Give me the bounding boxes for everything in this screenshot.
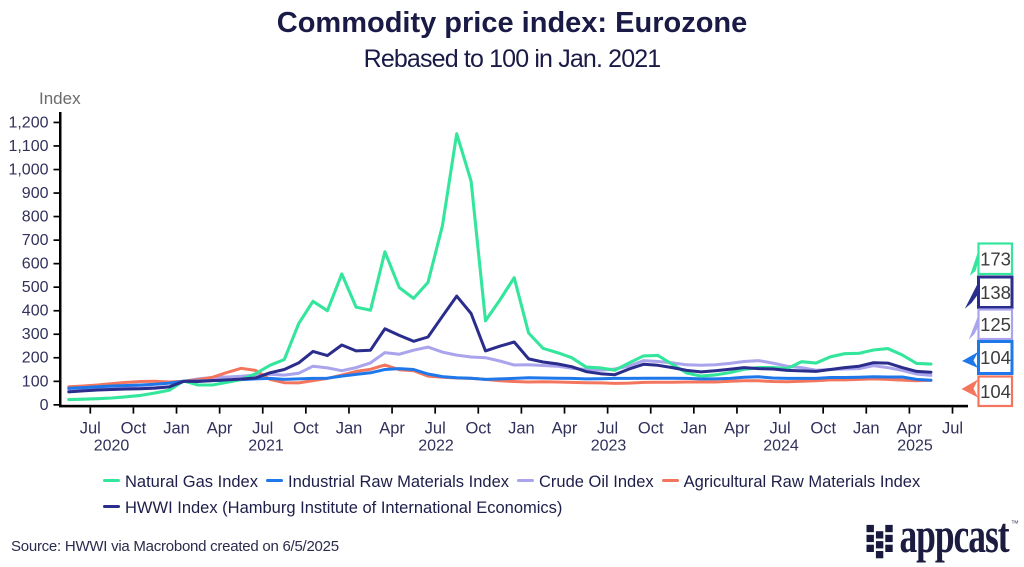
svg-text:138: 138 [980, 282, 1011, 303]
svg-text:Jul: Jul [597, 420, 618, 438]
svg-text:Oct: Oct [638, 420, 664, 438]
svg-text:Apr: Apr [897, 420, 923, 438]
svg-text:Jul: Jul [252, 420, 273, 438]
svg-text:2021: 2021 [248, 438, 284, 455]
svg-text:Index: Index [39, 89, 81, 108]
svg-text:2024: 2024 [763, 438, 799, 455]
svg-text:Jan: Jan [508, 420, 535, 438]
svg-text:Apr: Apr [552, 420, 578, 438]
svg-text:Jan: Jan [163, 420, 190, 438]
svg-text:2025: 2025 [897, 438, 933, 455]
svg-text:Jul: Jul [942, 420, 963, 438]
svg-text:1,200: 1,200 [8, 114, 48, 131]
svg-text:1,000: 1,000 [8, 162, 48, 179]
svg-text:2020: 2020 [94, 438, 130, 455]
svg-text:Oct: Oct [465, 420, 491, 438]
svg-text:Apr: Apr [207, 420, 233, 438]
svg-text:600: 600 [22, 256, 49, 273]
svg-text:100: 100 [22, 373, 49, 390]
svg-text:Jul: Jul [80, 420, 101, 438]
svg-text:Jan: Jan [680, 420, 707, 438]
svg-text:Jul: Jul [770, 420, 791, 438]
svg-text:300: 300 [22, 326, 49, 343]
svg-text:2022: 2022 [418, 438, 454, 455]
svg-text:Oct: Oct [121, 420, 147, 438]
svg-text:400: 400 [22, 303, 49, 320]
svg-text:125: 125 [980, 314, 1011, 335]
svg-text:500: 500 [22, 279, 49, 296]
svg-text:200: 200 [22, 350, 49, 367]
svg-text:Jan: Jan [853, 420, 880, 438]
svg-text:Apr: Apr [379, 420, 405, 438]
svg-text:Jan: Jan [336, 420, 363, 438]
svg-text:104: 104 [980, 347, 1011, 368]
svg-text:104: 104 [980, 381, 1011, 402]
svg-text:0: 0 [40, 397, 49, 414]
svg-text:Apr: Apr [724, 420, 750, 438]
svg-text:1,100: 1,100 [8, 138, 48, 155]
svg-text:700: 700 [22, 232, 49, 249]
svg-text:Jul: Jul [425, 420, 446, 438]
svg-text:900: 900 [22, 185, 49, 202]
svg-text:2023: 2023 [591, 438, 627, 455]
svg-text:800: 800 [22, 209, 49, 226]
svg-text:173: 173 [980, 248, 1011, 269]
svg-text:Oct: Oct [810, 420, 836, 438]
svg-text:Oct: Oct [293, 420, 319, 438]
